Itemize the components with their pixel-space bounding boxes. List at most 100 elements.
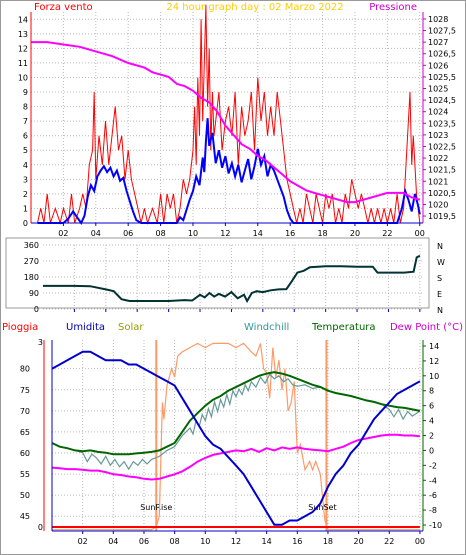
chart3-ytick-rain: 0 xyxy=(38,523,43,532)
chart1-plot-area xyxy=(31,12,423,223)
chart1-ytick-right: 1019,5 xyxy=(428,212,456,221)
chart1-ytick-right: 1023,5 xyxy=(428,119,456,128)
chart3-xtick-label: 02 xyxy=(78,537,88,546)
chart3-xtick-label: 04 xyxy=(108,537,118,546)
dewpoint-line xyxy=(51,433,420,481)
chart1-right-label: Pressione xyxy=(369,2,417,13)
chart3-ytick-temp: 2 xyxy=(429,432,434,441)
chart3-ytick-humidity: 60 xyxy=(20,449,30,458)
chart1-ytick-right: 1021,5 xyxy=(428,166,456,175)
chart1-ytick-right: 1020,5 xyxy=(428,189,456,198)
sunrise-label: SunRise xyxy=(140,503,172,512)
chart3-ytick-temp: -4 xyxy=(429,476,437,485)
wind-pressure-chart: Forza vento 24 hour graph day : 02 Marzo… xyxy=(18,2,456,238)
chart3-ytick-temp: -2 xyxy=(429,461,437,470)
chart1-ytick-left: 14 xyxy=(18,15,28,24)
umidita-line xyxy=(51,350,421,526)
chart2-frame xyxy=(5,237,430,309)
chart1-ytick-left: 5 xyxy=(23,146,28,155)
chart3-ytick-humidity: 75 xyxy=(20,386,30,395)
chart1-xtick-label: 22 xyxy=(382,229,392,238)
chart2-direction-label: N xyxy=(437,306,443,315)
chart2-direction-label: W xyxy=(437,258,445,267)
chart3-ytick-temp: 12 xyxy=(429,357,439,366)
wind-gust-line xyxy=(37,4,421,225)
chart3-xtick-label: 06 xyxy=(139,537,149,546)
chart1-ytick-left: 9 xyxy=(23,88,28,97)
chart3-xtick-label: 22 xyxy=(384,537,394,546)
chart3-xtick-label: 14 xyxy=(262,537,272,546)
chart2-ytick: 270 xyxy=(24,257,39,266)
chart1-xtick-label: 04 xyxy=(91,229,101,238)
chart2-ytick: 90 xyxy=(29,289,39,298)
chart1-ytick-left: 2 xyxy=(23,190,28,199)
legend-temperatura: Temperatura xyxy=(311,322,376,333)
chart1-ytick-right: 1028 xyxy=(428,15,448,24)
chart1-ytick-right: 1025,5 xyxy=(428,73,456,82)
chart3-xtick-label: 12 xyxy=(231,537,241,546)
legend-pioggia: Pioggia xyxy=(2,322,38,333)
chart3-ytick-temp: 4 xyxy=(429,417,434,426)
chart3-ytick-temp: -10 xyxy=(429,521,442,530)
chart3-ytick-temp: 0 xyxy=(429,446,434,455)
chart3-ytick-humidity: 55 xyxy=(20,470,30,479)
chart2-ytick: 180 xyxy=(24,273,39,282)
chart1-ytick-left: 4 xyxy=(23,161,28,170)
wind-direction-line xyxy=(43,254,421,304)
chart3-ytick-temp: -8 xyxy=(429,506,437,515)
chart1-ytick-right: 1024 xyxy=(428,108,448,117)
legend-dewpoint: Dew Point (°C) xyxy=(390,322,463,333)
chart1-xtick-label: 08 xyxy=(155,229,165,238)
chart3-xtick-label: 18 xyxy=(323,537,333,546)
chart1-ytick-left: 3 xyxy=(23,175,28,184)
chart3-ytick-humidity: 65 xyxy=(20,428,30,437)
chart3-ytick-humidity: 80 xyxy=(20,365,30,374)
chart1-ytick-left: 8 xyxy=(23,103,28,112)
temperatura-line xyxy=(51,371,421,456)
chart1-ytick-right: 1020 xyxy=(428,200,448,209)
chart2-direction-label: E xyxy=(437,290,442,299)
chart1-xtick-label: 20 xyxy=(350,229,360,238)
sunset-label: SunSet xyxy=(308,503,336,512)
temperature-humidity-chart: Pioggia Umidita Solar Windchill Temperat… xyxy=(2,322,463,546)
chart1-ytick-left: 0 xyxy=(23,219,28,228)
legend-windchill: Windchill xyxy=(244,322,289,333)
chart1-ytick-right: 1023 xyxy=(428,131,448,140)
chart1-ytick-right: 1026 xyxy=(428,61,448,70)
chart1-left-label: Forza vento xyxy=(34,2,93,13)
chart1-title: 24 hour graph day : 02 Marzo 2022 xyxy=(166,2,343,13)
chart3-xtick-label: 20 xyxy=(354,537,364,546)
chart3-ytick-humidity: 45 xyxy=(20,512,30,521)
chart2-direction-label: N xyxy=(437,242,443,251)
chart3-ytick-humidity: 70 xyxy=(20,407,30,416)
chart1-ytick-left: 7 xyxy=(23,117,28,126)
chart1-xtick-label: 12 xyxy=(220,229,230,238)
chart3-ytick-temp: -6 xyxy=(429,491,437,500)
chart1-xtick-label: 00 xyxy=(415,229,425,238)
legend-solar: Solar xyxy=(118,322,144,333)
chart2-ytick: 0 xyxy=(34,305,39,314)
chart3-xtick-label: 10 xyxy=(200,537,210,546)
chart3-ytick-temp: 14 xyxy=(429,342,439,351)
chart1-ytick-right: 1022 xyxy=(428,154,448,163)
chart1-ytick-right: 1026,5 xyxy=(428,50,456,59)
chart1-ytick-right: 1024,5 xyxy=(428,96,456,105)
chart1-ytick-left: 13 xyxy=(18,30,28,39)
chart1-ytick-left: 11 xyxy=(18,59,28,68)
chart1-ytick-left: 6 xyxy=(23,132,28,141)
chart1-xtick-label: 16 xyxy=(285,229,295,238)
chart1-xtick-label: 14 xyxy=(253,229,263,238)
chart3-ytick-rain: 3 xyxy=(38,338,43,347)
chart1-xtick-label: 06 xyxy=(123,229,133,238)
chart3-xtick-label: 00 xyxy=(415,537,425,546)
chart2-direction-label: S xyxy=(437,274,442,283)
chart3-ytick-humidity: 50 xyxy=(20,491,30,500)
chart1-xtick-label: 18 xyxy=(317,229,327,238)
legend-umidita: Umidita xyxy=(66,322,105,333)
chart3-ytick-temp: 6 xyxy=(429,402,434,411)
chart3-xtick-label: 16 xyxy=(292,537,302,546)
chart1-ytick-left: 10 xyxy=(18,73,28,82)
